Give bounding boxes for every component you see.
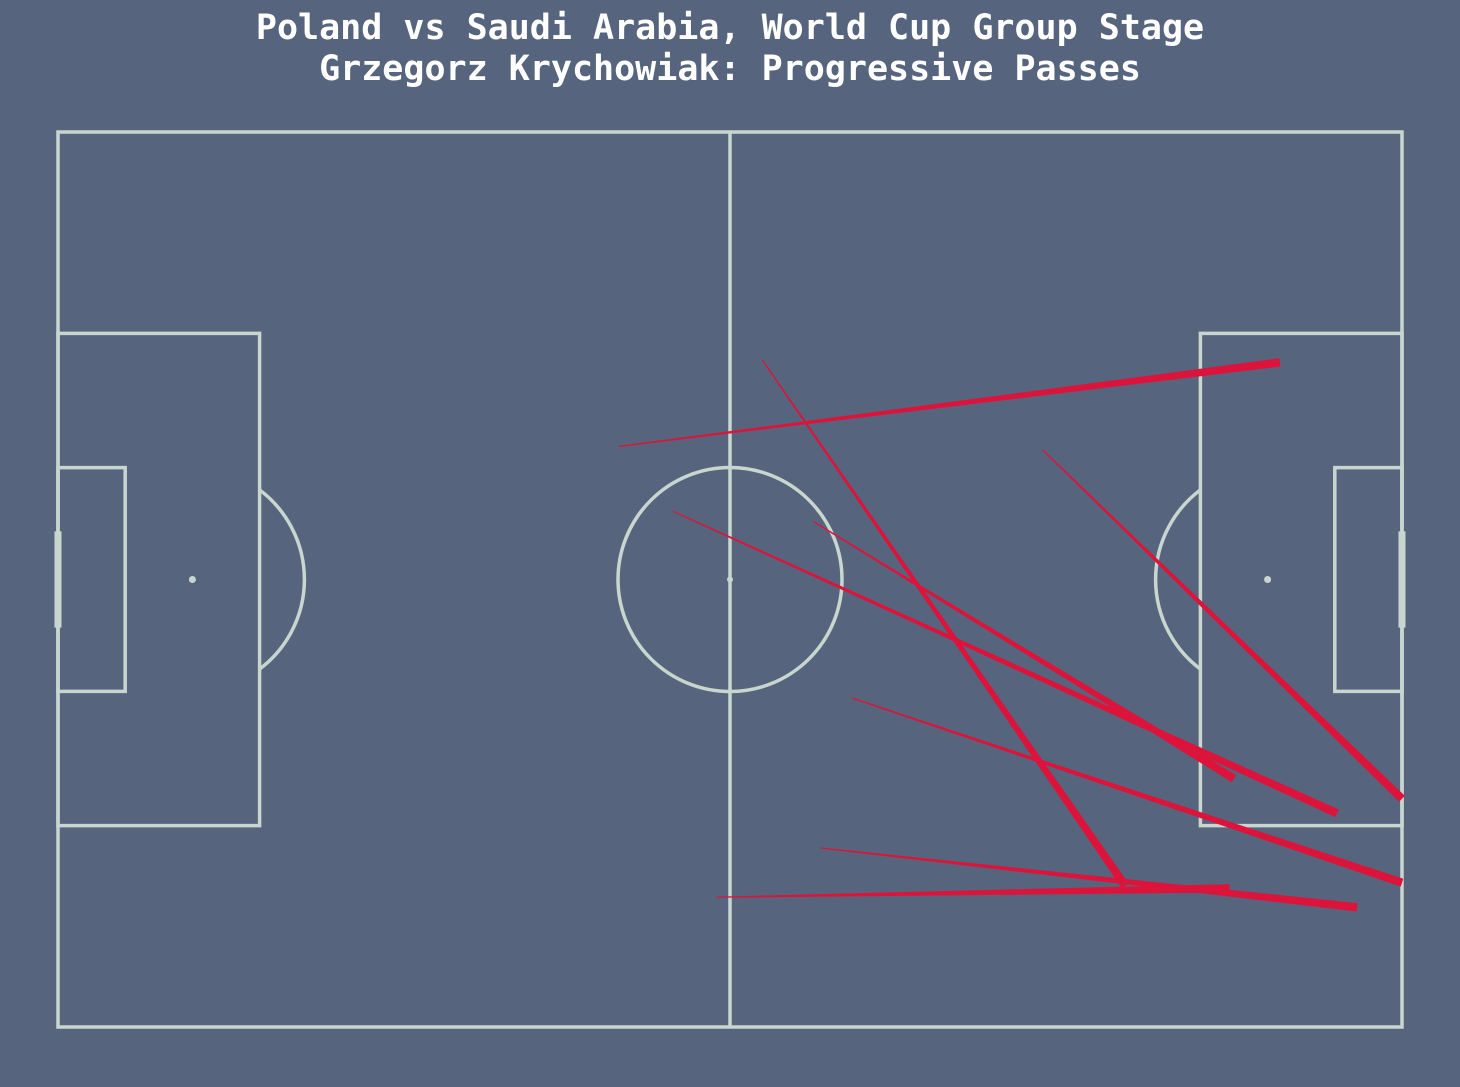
centre-circle	[616, 465, 844, 694]
pass-layer	[619, 358, 1405, 912]
right-penalty-area	[1198, 331, 1404, 828]
pass-line-7	[820, 847, 1358, 912]
left-six-yard-box	[56, 465, 127, 694]
left-penalty-spot	[188, 576, 196, 583]
centre-spot	[727, 576, 733, 583]
pass-line-3	[1042, 449, 1405, 802]
pass-line-5	[812, 520, 1237, 783]
right-six-yard-box	[1333, 465, 1404, 694]
right-penalty-arc	[1153, 488, 1202, 671]
title-line-1: Poland vs Saudi Arabia, World Cup Group …	[255, 8, 1205, 48]
pitch-markings	[54, 130, 1406, 1029]
pass-line-1	[619, 358, 1281, 447]
left-penalty-area	[56, 331, 262, 828]
title-line-2: Grzegorz Krychowiak: Progressive Passes	[319, 49, 1141, 89]
right-penalty-spot	[1264, 576, 1272, 583]
pass-line-2	[762, 359, 1129, 889]
chart-title: Poland vs Saudi Arabia, World Cup Group …	[0, 8, 1460, 90]
pass-line-8	[716, 884, 1230, 898]
pass-line-6	[851, 697, 1404, 887]
left-penalty-arc	[258, 488, 307, 671]
pass-line-4	[672, 510, 1339, 818]
